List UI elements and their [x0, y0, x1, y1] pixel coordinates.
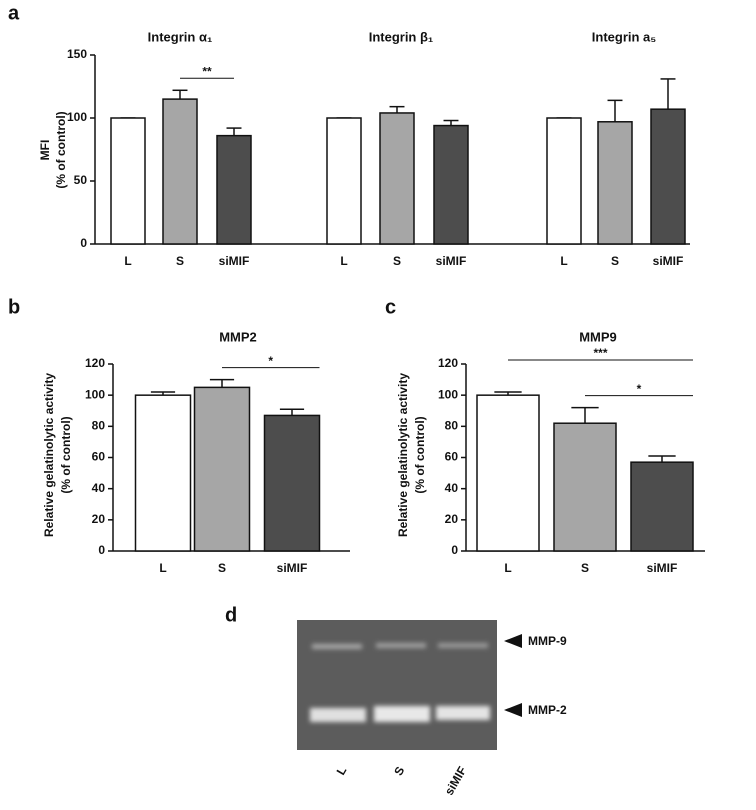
x-tick-label: L: [560, 254, 567, 268]
y-tick-label: 150: [67, 47, 87, 61]
bar: [263, 414, 321, 552]
gel-image: [297, 620, 522, 750]
band: [376, 643, 426, 648]
significance-label: **: [202, 64, 212, 78]
x-tick-label: siMIF: [653, 254, 684, 268]
bar: [216, 134, 252, 245]
significance-label: *: [637, 382, 642, 396]
y-axis-label: MFI: [38, 140, 52, 161]
panel-letter: b: [8, 296, 20, 318]
lane-label: siMIF: [442, 764, 469, 798]
bar: [379, 112, 415, 245]
significance-label: *: [268, 354, 273, 368]
bar: [134, 394, 192, 552]
panel-letter: c: [385, 296, 396, 318]
lane-label: L: [334, 764, 350, 777]
bar: [630, 461, 694, 552]
arrowhead: [504, 703, 522, 717]
panel-letter: a: [8, 2, 20, 24]
lane-label: S: [391, 764, 407, 778]
bar: [546, 117, 582, 245]
x-tick-label: S: [393, 254, 401, 268]
bar: [553, 422, 617, 552]
arrowhead: [504, 634, 522, 648]
y-tick-label: 40: [92, 481, 106, 495]
x-tick-label: S: [581, 561, 589, 575]
y-tick-label: 40: [445, 481, 459, 495]
band: [436, 706, 490, 720]
x-tick-label: L: [124, 254, 131, 268]
bar: [326, 117, 362, 245]
x-tick-label: S: [218, 561, 226, 575]
band: [310, 708, 366, 722]
y-tick-label: 80: [92, 419, 106, 433]
y-tick-label: 100: [438, 387, 458, 401]
bar: [597, 121, 633, 245]
y-tick-label: 20: [92, 512, 106, 526]
y-tick-label: 60: [445, 450, 459, 464]
y-axis-label: (% of control): [59, 416, 73, 493]
y-tick-label: 120: [438, 356, 458, 370]
chart-title: MMP2: [219, 329, 257, 344]
bar: [110, 117, 146, 245]
x-tick-label: L: [159, 561, 166, 575]
bar: [193, 386, 251, 552]
panel-letter: d: [225, 604, 237, 626]
y-axis-label: Relative gelatinolytic activity: [396, 373, 410, 537]
band: [438, 643, 488, 648]
bar: [162, 98, 198, 245]
x-tick-label: S: [176, 254, 184, 268]
y-tick-label: 50: [74, 173, 88, 187]
y-tick-label: 0: [451, 543, 458, 557]
y-tick-label: 0: [80, 236, 87, 250]
band: [374, 706, 430, 722]
band-label: MMP-2: [528, 703, 567, 717]
group-title: Integrin a₅: [592, 29, 657, 44]
x-tick-label: L: [340, 254, 347, 268]
bar: [650, 108, 686, 245]
group-title: Integrin α₁: [148, 29, 213, 44]
y-tick-label: 20: [445, 512, 459, 526]
y-tick-label: 80: [445, 419, 459, 433]
x-tick-label: L: [504, 561, 511, 575]
bar: [476, 394, 540, 552]
y-tick-label: 100: [85, 387, 105, 401]
y-axis-label: Relative gelatinolytic activity: [42, 373, 56, 537]
y-tick-label: 0: [98, 543, 105, 557]
y-axis-label: (% of control): [413, 416, 427, 493]
y-tick-label: 100: [67, 110, 87, 124]
y-tick-label: 120: [85, 356, 105, 370]
x-tick-label: siMIF: [647, 561, 678, 575]
y-tick-label: 60: [92, 450, 106, 464]
x-tick-label: siMIF: [436, 254, 467, 268]
y-axis-label: (% of control): [54, 111, 68, 188]
band: [312, 644, 362, 649]
x-tick-label: siMIF: [219, 254, 250, 268]
x-tick-label: S: [611, 254, 619, 268]
group-title: Integrin β₁: [369, 29, 434, 44]
band-label: MMP-9: [528, 634, 567, 648]
chart-title: MMP9: [579, 329, 617, 344]
gel-background: [297, 620, 497, 750]
x-tick-label: siMIF: [277, 561, 308, 575]
bar: [433, 124, 469, 245]
significance-label: ***: [593, 346, 607, 360]
